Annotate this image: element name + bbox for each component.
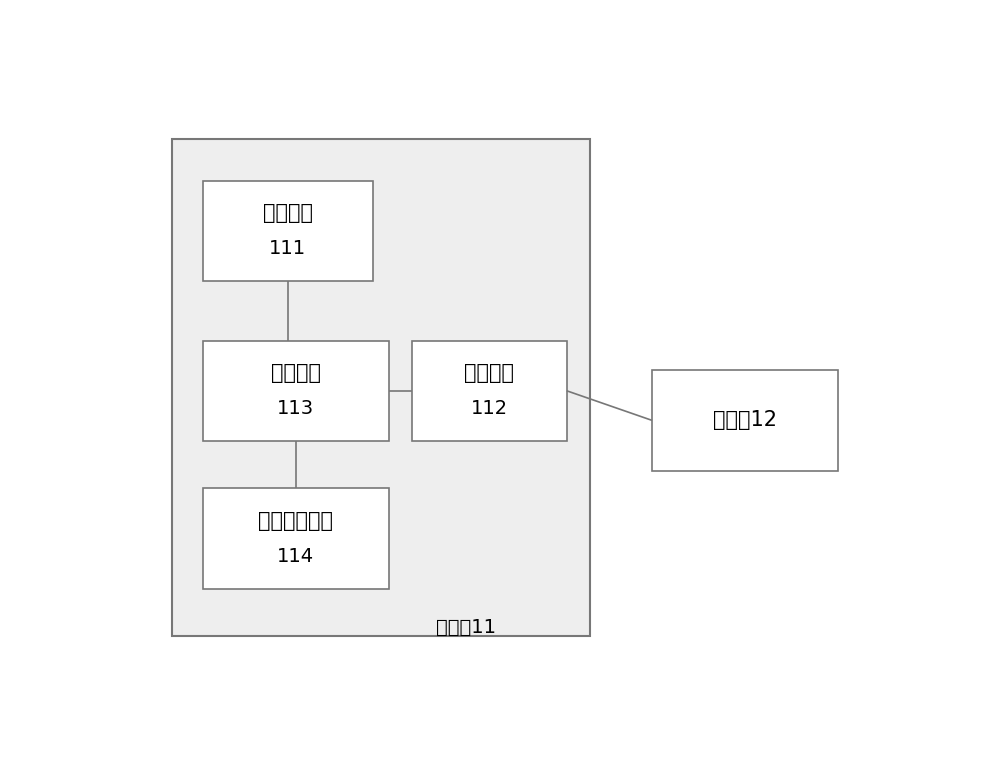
Text: 配重块12: 配重块12: [713, 410, 777, 430]
Bar: [652, 370, 838, 471]
Bar: [412, 340, 567, 441]
Text: 111: 111: [269, 240, 306, 258]
Text: 控制单元: 控制单元: [270, 363, 320, 383]
Text: 感测块11: 感测块11: [436, 617, 496, 637]
Text: 无线通讯单元: 无线通讯单元: [258, 511, 333, 531]
Text: 112: 112: [471, 399, 508, 418]
Bar: [172, 140, 590, 636]
Bar: [202, 488, 388, 589]
Bar: [202, 180, 373, 281]
Text: 114: 114: [277, 547, 314, 566]
Text: 存储单元: 存储单元: [464, 363, 514, 383]
Text: 113: 113: [277, 399, 314, 418]
Text: 感测单元: 感测单元: [263, 204, 313, 223]
Bar: [202, 340, 388, 441]
